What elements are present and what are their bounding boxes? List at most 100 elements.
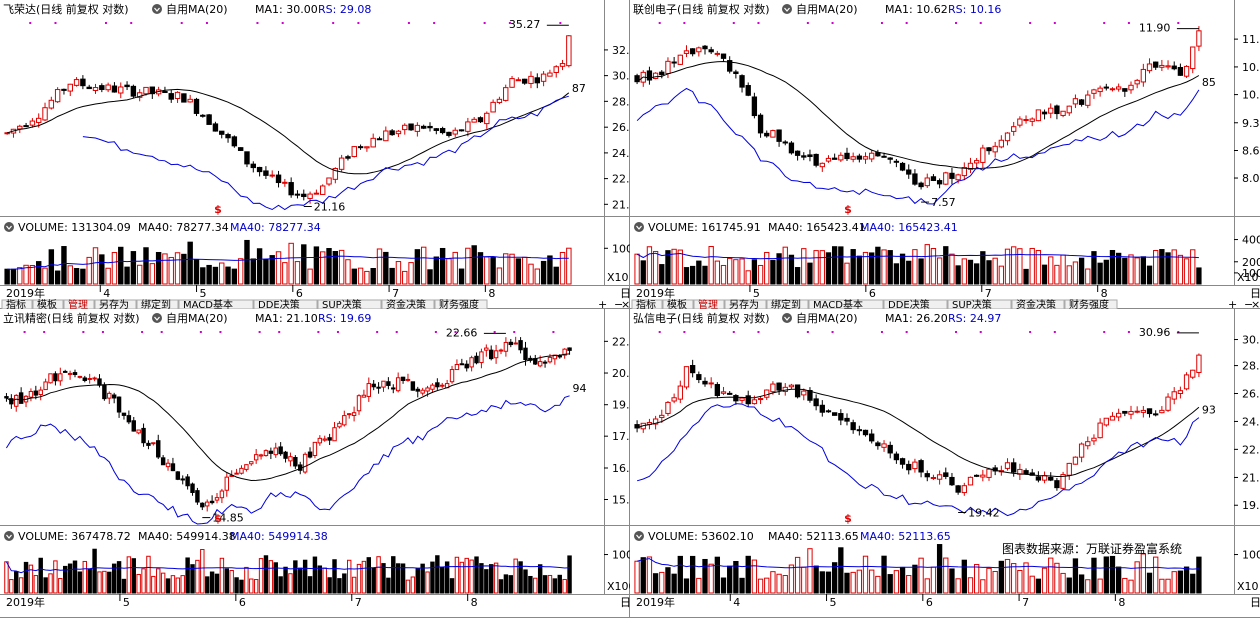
volume-bar <box>1072 261 1079 285</box>
toolbar-button[interactable]: 财务强度 <box>1069 298 1109 309</box>
dropdown-icon[interactable] <box>782 4 792 14</box>
candle-body <box>162 91 168 94</box>
candle-body <box>86 86 92 90</box>
indicator-label[interactable]: 自用MA(20) <box>166 312 228 325</box>
toolbar-button[interactable]: 资金决策 <box>386 298 426 309</box>
candle-body <box>813 398 819 407</box>
toolbar-button-bg[interactable] <box>1064 299 1118 309</box>
toolbar-button-bg[interactable] <box>1 299 33 309</box>
toolbar-button-bg[interactable] <box>662 299 694 309</box>
toolbar-button-bg[interactable] <box>178 299 254 309</box>
toolbar-button-bg[interactable] <box>1011 299 1065 309</box>
toolbar-button[interactable]: MACD基本 <box>813 298 863 309</box>
remove-button[interactable]: − <box>614 298 623 309</box>
toolbar-button-bg[interactable] <box>94 299 137 309</box>
toolbar-button[interactable]: 另存为 <box>99 298 129 309</box>
volume-dropdown-icon[interactable] <box>634 222 644 232</box>
volume-bar <box>498 579 504 594</box>
volume-bar <box>237 258 244 285</box>
add-button[interactable]: + <box>1228 298 1237 309</box>
candle-body <box>930 176 937 181</box>
toolbar-button-bg[interactable] <box>808 299 884 309</box>
candle-body <box>745 395 751 405</box>
indicator-label[interactable]: 自用MA(20) <box>796 312 858 325</box>
dropdown-icon[interactable] <box>782 313 792 323</box>
volume-dropdown-icon[interactable] <box>634 531 644 541</box>
close-button[interactable]: × <box>621 298 630 309</box>
toolbar-button-bg[interactable] <box>381 299 435 309</box>
volume-bar <box>283 566 288 594</box>
toolbar-button-bg[interactable] <box>63 299 95 309</box>
candle-body <box>435 382 440 388</box>
volume-dropdown-icon[interactable] <box>4 531 14 541</box>
volume-bar <box>782 246 788 285</box>
toolbar-button-bg[interactable] <box>724 299 767 309</box>
volume-bar <box>1122 577 1128 594</box>
candle-body <box>454 363 460 371</box>
toolbar-button[interactable]: MACD基本 <box>183 298 233 309</box>
toolbar-button-bg[interactable] <box>32 299 64 309</box>
signal-dot <box>433 22 436 24</box>
volume-bar <box>107 571 112 594</box>
close-button[interactable]: × <box>1251 298 1260 309</box>
toolbar-button[interactable]: 财务强度 <box>439 298 479 309</box>
signal-dots <box>23 331 555 333</box>
indicator-label[interactable]: 自用MA(20) <box>796 3 858 16</box>
toolbar-button[interactable]: 指标 <box>636 298 656 309</box>
candle-body <box>844 417 850 422</box>
candle-body <box>918 460 924 473</box>
volume-bar <box>634 560 640 594</box>
candle-body <box>652 72 659 80</box>
toolbar-button-bg[interactable] <box>253 299 318 309</box>
toolbar-button-bg[interactable] <box>434 299 488 309</box>
add-button[interactable]: + <box>598 298 607 309</box>
toolbar-button[interactable]: 绑定到 <box>771 298 801 309</box>
chart-panel-2[interactable]: 联创电子(日线 前复权 对数) 自用MA(20) MA1: 10.62 RS: 10.… <box>630 0 1260 309</box>
candle-body <box>165 462 171 468</box>
volume-bar <box>696 577 702 594</box>
volume-bar <box>92 548 97 594</box>
toolbar-button-bg[interactable] <box>317 299 382 309</box>
toolbar-button[interactable]: 另存为 <box>729 298 759 309</box>
toolbar-button[interactable]: SUP决策 <box>952 298 992 309</box>
volume-dropdown-icon[interactable] <box>4 222 14 232</box>
candle-body <box>395 130 402 135</box>
toolbar-button-bg[interactable] <box>693 299 725 309</box>
candle-body <box>180 478 185 481</box>
candle-body <box>346 413 352 416</box>
remove-button[interactable]: − <box>1244 298 1253 309</box>
candle-body <box>268 450 274 454</box>
dropdown-icon[interactable] <box>152 313 162 323</box>
chart-panel-3[interactable]: 立讯精密(日线 前复权 对数) 自用MA(20) MA1: 21.10 RS: 19.… <box>0 309 630 618</box>
toolbar-button[interactable]: 指标 <box>6 298 26 309</box>
candle-body <box>875 442 881 447</box>
chart-panel-4[interactable]: 弘信电子(日线 前复权 对数) 自用MA(20) MA1: 26.20 RS: 24.… <box>630 309 1260 618</box>
toolbar-button[interactable]: 绑定到 <box>141 298 171 309</box>
toolbar-button[interactable]: 管理 <box>68 298 88 309</box>
volume-bar <box>930 248 937 285</box>
toolbar-button[interactable]: SUP决策 <box>322 298 362 309</box>
toolbar-button-bg[interactable] <box>883 299 948 309</box>
toolbar-button[interactable]: 管理 <box>698 298 718 309</box>
toolbar-button[interactable]: DDE决策 <box>258 298 300 309</box>
volume-bar <box>887 574 893 594</box>
toolbar-button-bg[interactable] <box>136 299 179 309</box>
volume-bar <box>376 248 383 285</box>
toolbar-button[interactable]: 资金决策 <box>1016 298 1056 309</box>
candle-body <box>1177 67 1184 76</box>
dropdown-icon[interactable] <box>152 4 162 14</box>
volume-ma40-line <box>7 255 569 270</box>
volume-bar <box>433 256 440 285</box>
volume-bar <box>788 254 795 285</box>
toolbar-button-bg[interactable] <box>766 299 809 309</box>
volume-bar <box>346 559 352 594</box>
chart-panel-1[interactable]: 飞荣达(日线 前复权 对数) 自用MA(20) MA1: 30.00 RS: 29.0… <box>0 0 630 309</box>
indicator-label[interactable]: 自用MA(20) <box>166 3 228 16</box>
volume-bar <box>801 566 807 594</box>
toolbar-button[interactable]: 模板 <box>667 298 687 309</box>
toolbar-button[interactable]: 模板 <box>37 298 57 309</box>
toolbar-button-bg[interactable] <box>631 299 663 309</box>
toolbar-button[interactable]: DDE决策 <box>888 298 930 309</box>
volume-bar <box>899 566 906 594</box>
toolbar-button-bg[interactable] <box>947 299 1012 309</box>
